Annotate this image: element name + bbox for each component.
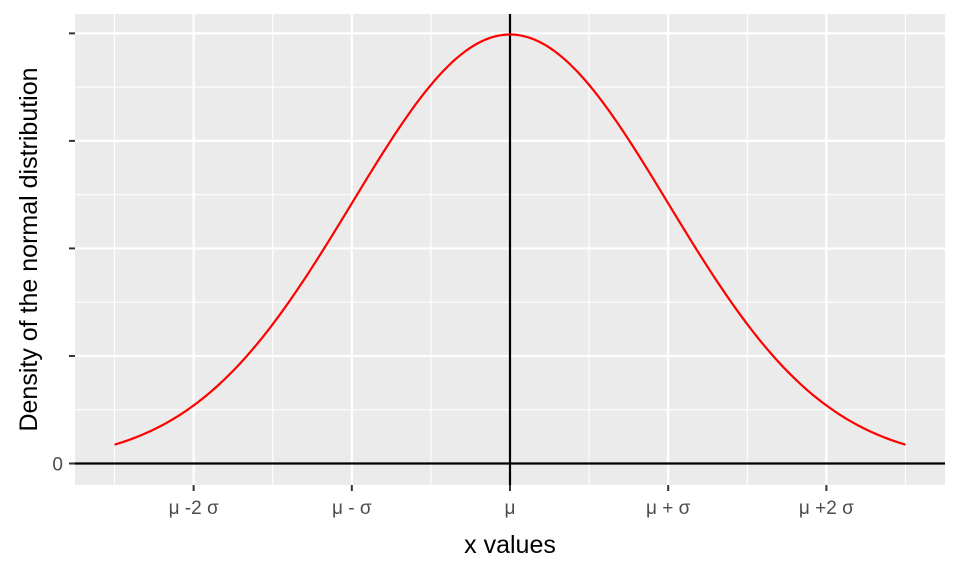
series-layer: [114, 33, 906, 446]
y-tick-label: 0: [52, 454, 63, 475]
y-axis-title: Density of the normal distribution: [15, 67, 43, 431]
x-tick-label: μ +2 σ: [799, 498, 854, 519]
reference-lines: [75, 14, 945, 485]
x-axis: μ -2 σ μ - σ μ μ + σ μ +2 σ: [169, 485, 854, 519]
x-tick-label: μ -2 σ: [169, 498, 219, 519]
density-curve-line: [114, 33, 906, 446]
x-axis-title: x values: [464, 531, 556, 559]
x-tick-label: μ - σ: [332, 498, 372, 519]
x-tick-label: μ: [505, 498, 516, 519]
x-tick-label: μ + σ: [646, 498, 691, 519]
y-axis: 0: [52, 32, 75, 475]
